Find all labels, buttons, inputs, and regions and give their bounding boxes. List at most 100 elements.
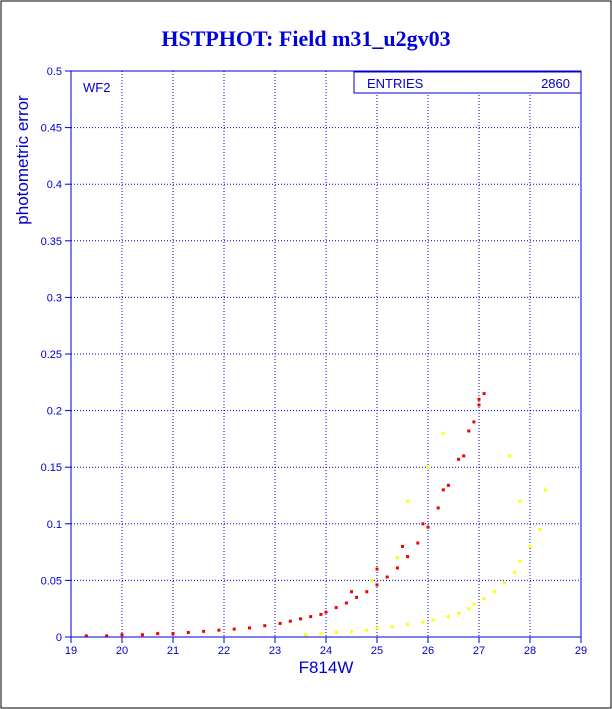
red-data-point xyxy=(350,590,353,594)
red-data-point xyxy=(355,595,359,599)
red-data-point xyxy=(401,544,404,548)
red-data-point xyxy=(441,488,445,492)
yellow-data-point xyxy=(375,626,379,630)
axis-ticks: 19 20 21 22 23 24 25 26 27 28 29 0 0.05 0.1 0.15 0.2 0.2… xyxy=(41,66,588,657)
yellow-data-point xyxy=(395,556,399,560)
red-data-point xyxy=(156,632,160,636)
red-data-point xyxy=(482,392,486,396)
x-tick-label: 20 xyxy=(116,645,128,657)
y-tick-label: 0.25 xyxy=(41,349,62,361)
red-data-point xyxy=(375,583,379,587)
red-data-point xyxy=(202,629,206,633)
red-data-point xyxy=(446,483,450,487)
red-data-point xyxy=(171,632,175,636)
red-data-point xyxy=(365,590,369,594)
red-data-point xyxy=(105,634,109,638)
yellow-data-point xyxy=(543,488,547,492)
yellow-data-point xyxy=(350,629,353,633)
red-data-point xyxy=(120,633,124,637)
x-tick-label: 22 xyxy=(218,645,230,657)
x-tick-label: 23 xyxy=(269,645,281,657)
x-tick-label: 21 xyxy=(167,645,179,657)
chart-title: HSTPHOT: Field m31_u2gv03 xyxy=(161,26,450,51)
y-tick-label: 0.15 xyxy=(41,462,62,474)
red-data-point xyxy=(299,617,302,621)
red-data-point xyxy=(385,575,389,579)
red-data-point xyxy=(416,541,420,545)
red-data-point xyxy=(457,457,461,461)
red-data-point xyxy=(140,633,144,637)
yellow-data-point xyxy=(406,499,410,503)
yellow-data-point xyxy=(518,499,522,503)
data-points xyxy=(84,392,547,638)
red-data-point xyxy=(309,615,313,619)
red-data-point xyxy=(232,627,236,631)
x-axis-label: F814W xyxy=(299,658,354,677)
yellow-data-point xyxy=(319,632,323,636)
y-tick-label: 0.35 xyxy=(41,236,62,248)
red-data-point xyxy=(217,628,221,632)
yellow-data-point xyxy=(467,607,471,611)
x-tick-label: 26 xyxy=(422,645,434,657)
yellow-data-point xyxy=(390,625,394,629)
yellow-data-point xyxy=(472,602,476,606)
red-data-point xyxy=(421,522,425,526)
red-data-point xyxy=(436,506,440,510)
y-tick-label: 0.45 xyxy=(41,123,62,135)
red-data-point xyxy=(186,630,190,634)
red-data-point xyxy=(288,619,292,623)
red-data-point xyxy=(375,567,379,571)
x-tick-label: 29 xyxy=(575,645,587,657)
yellow-data-point xyxy=(513,570,517,574)
y-tick-label: 0.5 xyxy=(47,66,62,78)
y-axis-label: photometric error xyxy=(13,95,32,225)
red-data-point xyxy=(278,621,282,625)
yellow-data-point xyxy=(406,623,410,627)
y-tick-label: 0.3 xyxy=(47,292,62,304)
red-data-point xyxy=(334,606,338,610)
yellow-data-point xyxy=(334,630,338,634)
yellow-data-point xyxy=(518,559,522,563)
yellow-data-point xyxy=(431,618,435,622)
stats-entries-label: ENTRIES xyxy=(367,76,424,91)
x-tick-label: 19 xyxy=(65,645,77,657)
x-tick-label: 24 xyxy=(320,645,332,657)
red-data-point xyxy=(84,634,88,638)
red-data-point xyxy=(467,429,471,433)
red-data-point xyxy=(462,454,466,458)
yellow-data-point xyxy=(503,581,506,585)
stats-box-frame xyxy=(353,71,582,94)
yellow-data-point xyxy=(365,628,369,632)
yellow-data-point xyxy=(446,615,450,619)
x-tick-label: 28 xyxy=(524,645,536,657)
yellow-data-point xyxy=(304,633,308,637)
yellow-data-point xyxy=(441,431,445,435)
yellow-data-point xyxy=(492,590,496,594)
y-tick-label: 0.2 xyxy=(47,406,62,418)
red-data-point xyxy=(344,601,348,605)
panel-label: WF2 xyxy=(83,80,110,95)
red-data-point xyxy=(324,610,328,614)
yellow-data-point xyxy=(457,611,461,615)
red-data-point xyxy=(477,403,481,407)
yellow-data-point xyxy=(482,597,486,601)
x-tick-label: 25 xyxy=(371,645,383,657)
stats-entries-value: 2860 xyxy=(541,76,570,91)
y-tick-label: 0.4 xyxy=(47,179,62,191)
stats-box: ENTRIES 2860 xyxy=(353,71,582,94)
x-tick-label: 27 xyxy=(473,645,485,657)
y-tick-label: 0.1 xyxy=(47,519,62,531)
y-tick-label: 0.05 xyxy=(41,575,62,587)
red-data-point xyxy=(472,420,476,424)
yellow-data-point xyxy=(370,578,374,582)
yellow-data-point xyxy=(421,620,425,624)
yellow-data-point xyxy=(426,465,430,469)
red-data-point xyxy=(426,525,430,529)
yellow-data-point xyxy=(538,527,542,531)
yellow-data-point xyxy=(508,454,512,458)
red-data-point xyxy=(406,555,410,559)
red-data-point xyxy=(395,566,399,570)
red-data-point xyxy=(319,612,323,616)
red-data-point xyxy=(477,397,481,401)
